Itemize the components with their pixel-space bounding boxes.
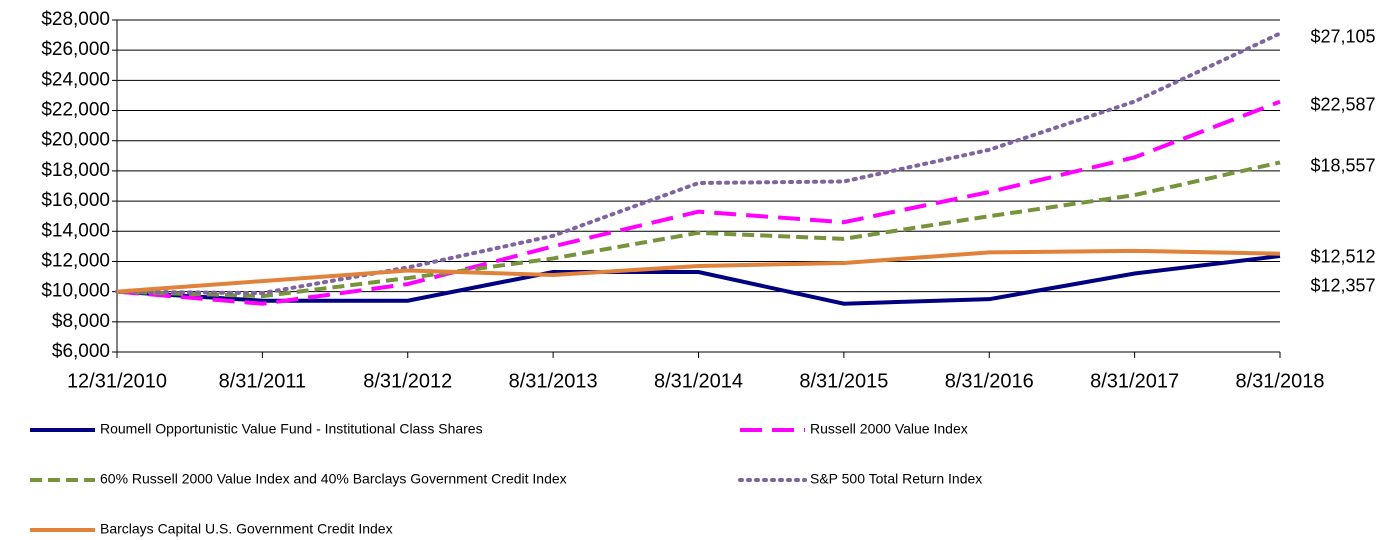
y-tick-label: $24,000 (41, 69, 110, 90)
x-tick-label: 8/31/2012 (363, 370, 452, 392)
series-line (116, 99, 1281, 306)
y-tick-label: $22,000 (41, 100, 110, 121)
y-tick-label: $16,000 (41, 190, 110, 211)
end-value-label: $18,557 (1310, 155, 1375, 175)
y-tick-label: $26,000 (41, 39, 110, 60)
y-tick-label: $28,000 (41, 9, 110, 30)
y-tick-label: $20,000 (41, 130, 110, 151)
x-tick-label: 8/31/2011 (219, 370, 307, 392)
legend-label: Russell 2000 Value Index (810, 421, 968, 437)
x-tick-label: 8/31/2014 (654, 370, 743, 392)
legend-label: Barclays Capital U.S. Government Credit … (100, 521, 393, 537)
x-tick-label: 8/31/2016 (945, 370, 1034, 392)
legend-label: Roumell Opportunistic Value Fund - Insti… (100, 421, 483, 437)
end-value-label: $12,357 (1310, 275, 1375, 295)
end-value-label: $22,587 (1310, 94, 1375, 114)
series-line (116, 254, 1281, 306)
series-line (116, 160, 1281, 299)
legend-label: S&P 500 Total Return Index (810, 471, 982, 487)
series-line (116, 248, 1281, 294)
series-line (115, 31, 1282, 296)
y-tick-label: $12,000 (41, 250, 110, 271)
y-tick-label: $10,000 (41, 281, 110, 302)
x-tick-label: 12/31/2010 (67, 370, 167, 392)
x-tick-label: 8/31/2017 (1090, 370, 1179, 392)
end-value-label: $27,105 (1310, 26, 1375, 46)
x-tick-label: 8/31/2018 (1236, 370, 1325, 392)
x-tick-label: 8/31/2015 (799, 370, 888, 392)
legend-label: 60% Russell 2000 Value Index and 40% Bar… (100, 471, 567, 487)
end-value-label: $12,512 (1310, 246, 1375, 266)
y-tick-label: $6,000 (52, 341, 110, 362)
y-tick-label: $8,000 (52, 311, 110, 332)
y-tick-label: $18,000 (41, 160, 110, 181)
x-tick-label: 8/31/2013 (509, 370, 598, 392)
y-tick-label: $14,000 (41, 220, 110, 241)
